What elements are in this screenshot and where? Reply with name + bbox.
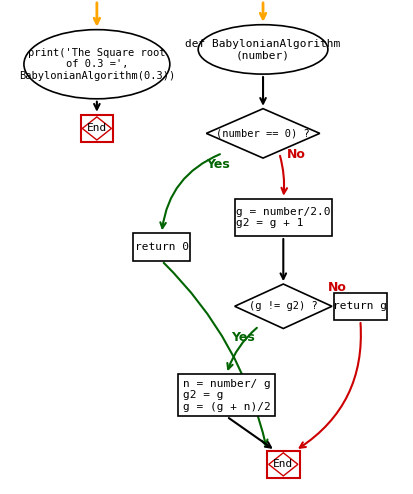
Ellipse shape (24, 30, 170, 99)
FancyBboxPatch shape (81, 115, 113, 142)
Polygon shape (206, 109, 320, 158)
FancyBboxPatch shape (334, 292, 387, 320)
Text: Yes: Yes (206, 158, 230, 171)
Text: return 0: return 0 (135, 242, 189, 252)
FancyBboxPatch shape (235, 199, 332, 236)
Text: No: No (328, 282, 347, 294)
Text: print('The Square root
of 0.3 =',
BabylonianAlgorithm(0.3)): print('The Square root of 0.3 =', Babylo… (19, 47, 175, 81)
Text: n = number/ g
g2 = g
g = (g + n)/2: n = number/ g g2 = g g = (g + n)/2 (183, 378, 271, 412)
Text: End: End (273, 459, 293, 469)
FancyBboxPatch shape (267, 451, 299, 478)
Text: End: End (87, 124, 107, 133)
Ellipse shape (198, 25, 328, 74)
Polygon shape (82, 117, 112, 140)
Polygon shape (269, 453, 298, 476)
FancyBboxPatch shape (178, 374, 275, 416)
Text: def BabylonianAlgorithm
(number): def BabylonianAlgorithm (number) (185, 39, 341, 60)
Polygon shape (235, 284, 332, 329)
FancyBboxPatch shape (133, 234, 190, 261)
Text: return g: return g (333, 301, 387, 311)
Text: No: No (287, 148, 306, 161)
Text: (g != g2) ?: (g != g2) ? (249, 301, 318, 311)
Text: Yes: Yes (230, 331, 254, 344)
Text: g = number/2.0
g2 = g + 1: g = number/2.0 g2 = g + 1 (236, 206, 330, 228)
Text: (number == 0) ?: (number == 0) ? (216, 128, 310, 138)
